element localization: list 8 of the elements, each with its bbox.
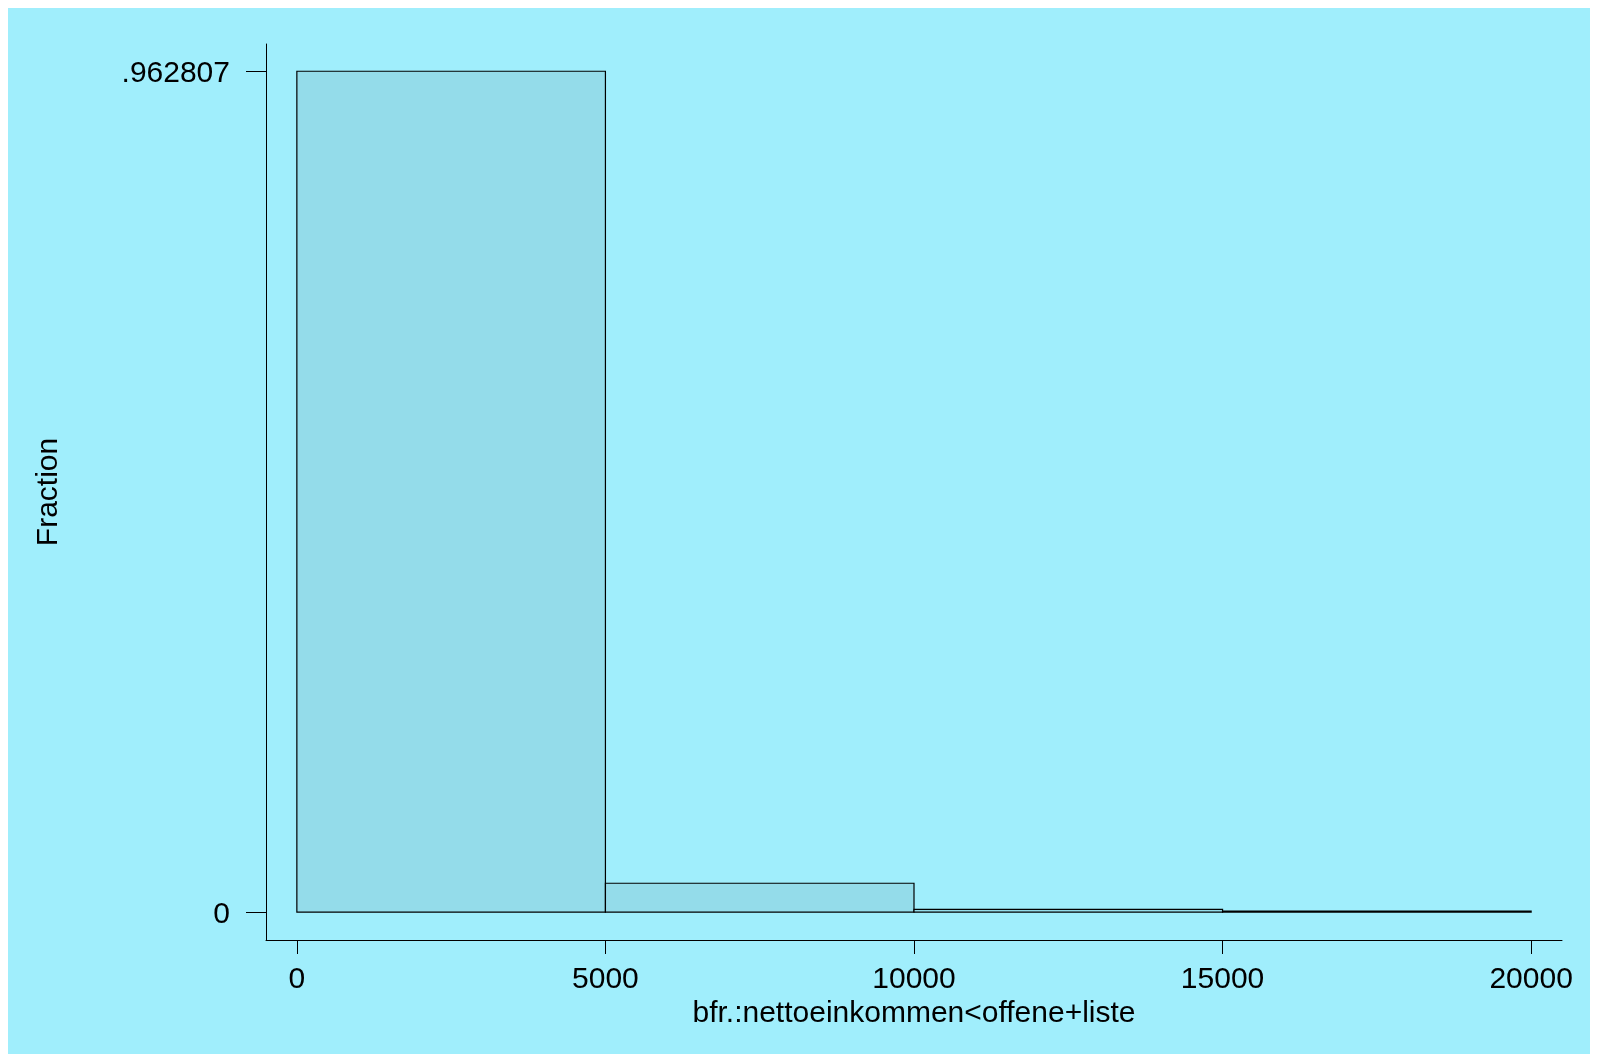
x-tick-label: 20000 bbox=[1489, 960, 1573, 994]
y-tick-label: .962807 bbox=[121, 54, 230, 88]
x-tick-label: 15000 bbox=[1180, 960, 1265, 994]
x-tick-label: 5000 bbox=[572, 960, 639, 994]
x-tick-label: 10000 bbox=[872, 960, 956, 994]
x-axis-title: bfr.:nettoeinkommen<offene+liste bbox=[692, 995, 1136, 1029]
x-tick-label: 0 bbox=[288, 960, 306, 994]
y-axis-title: Fraction bbox=[29, 437, 63, 547]
